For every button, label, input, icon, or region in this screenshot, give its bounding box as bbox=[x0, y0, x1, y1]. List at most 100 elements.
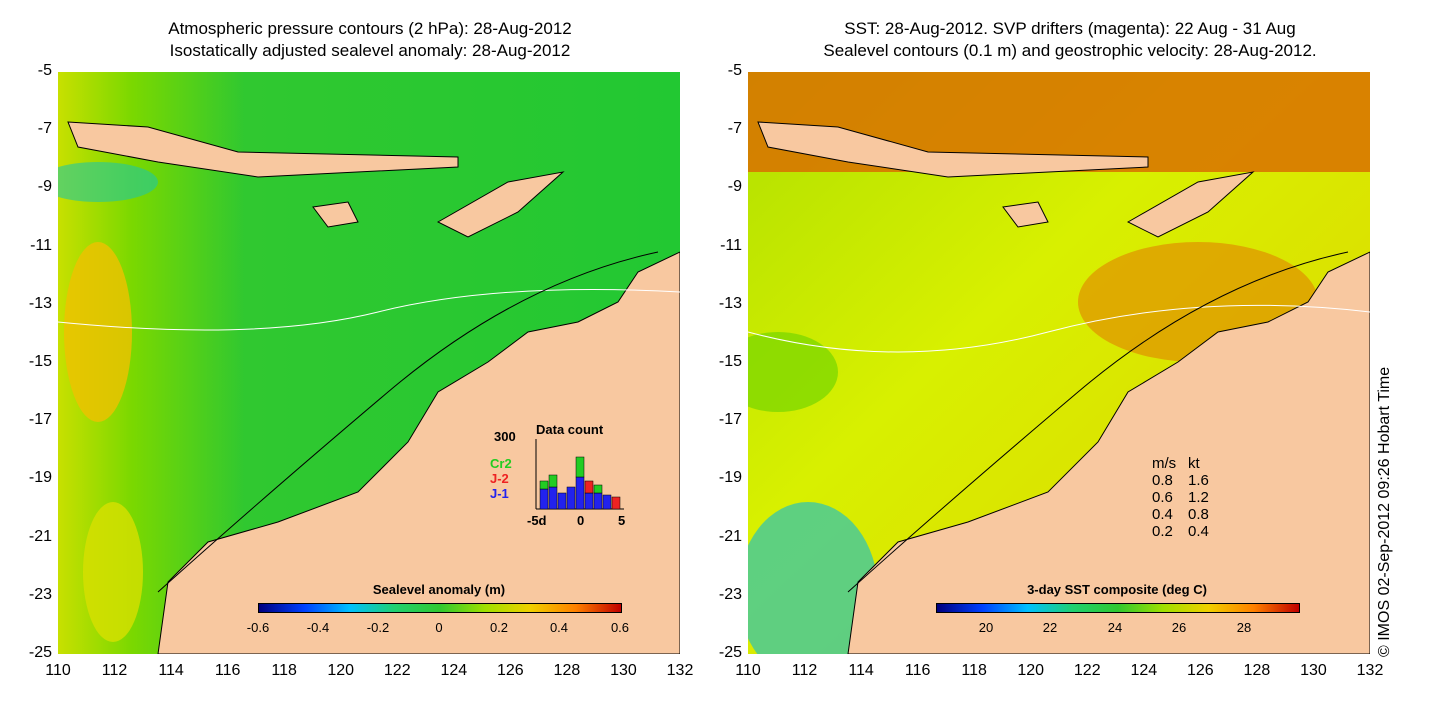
right-contour-2 bbox=[847, 251, 1349, 593]
left-cb-tick: -0.6 bbox=[246, 620, 270, 635]
right-xtick: 128 bbox=[1243, 662, 1271, 679]
left-contour bbox=[58, 289, 680, 331]
speed-legend-ms: 0.4 bbox=[1152, 506, 1173, 523]
right-xtick: 130 bbox=[1300, 662, 1327, 679]
left-contour-2 bbox=[157, 251, 659, 593]
left-title-line1: Atmospheric pressure contours (2 hPa): 2… bbox=[168, 19, 572, 38]
left-ytick: -5 bbox=[37, 62, 52, 79]
left-xtick: 124 bbox=[440, 662, 468, 679]
left-title-line2: Isostatically adjusted sealevel anomaly:… bbox=[169, 41, 571, 60]
right-colorbar bbox=[936, 603, 1300, 613]
inset-ymax: 300 bbox=[494, 429, 516, 444]
right-xtick: 118 bbox=[961, 662, 987, 679]
right-contour bbox=[748, 304, 1370, 353]
right-ytick: -11 bbox=[720, 236, 742, 254]
left-xtick: 112 bbox=[101, 662, 128, 679]
inset-xtick: 0 bbox=[577, 513, 585, 528]
right-xtick: 120 bbox=[1017, 662, 1045, 679]
speed-legend-kt: 0.4 bbox=[1188, 523, 1209, 540]
legend-j1: J-1 bbox=[490, 486, 509, 501]
speed-legend-kt: 1.2 bbox=[1188, 489, 1209, 506]
right-land-australia bbox=[847, 251, 1370, 654]
right-cb-tick: 26 bbox=[1171, 620, 1187, 635]
right-title-line1: SST: 28-Aug-2012. SVP drifters (magenta)… bbox=[844, 19, 1296, 38]
legend-cr2: Cr2 bbox=[490, 456, 512, 471]
left-xtick: 118 bbox=[271, 662, 297, 679]
speed-legend-header-kt: kt bbox=[1188, 455, 1200, 472]
left-cb-tick: -0.4 bbox=[306, 620, 330, 635]
left-ytick: -21 bbox=[28, 527, 52, 545]
left-xtick: 132 bbox=[666, 662, 694, 679]
right-ytick: -19 bbox=[718, 469, 742, 487]
right-ytick: -25 bbox=[718, 644, 742, 661]
left-cb-tick: 0.2 bbox=[489, 620, 509, 635]
right-land-sumba bbox=[1002, 201, 1049, 228]
left-map bbox=[58, 72, 680, 654]
legend-j2: J-2 bbox=[490, 471, 509, 486]
inset-xtick: -5d bbox=[527, 513, 547, 528]
right-ytick: -13 bbox=[718, 294, 742, 312]
right-ytick: -9 bbox=[727, 178, 742, 196]
right-xtick: 110 bbox=[735, 662, 761, 679]
right-ytick: -17 bbox=[718, 411, 742, 429]
left-xtick: 110 bbox=[45, 662, 71, 679]
speed-legend-header-ms: m/s bbox=[1152, 455, 1177, 472]
left-xtick: 120 bbox=[327, 662, 355, 679]
speed-legend-kt: 0.8 bbox=[1188, 506, 1209, 523]
left-land-sumba bbox=[312, 201, 359, 228]
left-cb-tick: -0.2 bbox=[366, 620, 390, 635]
right-cb-tick: 28 bbox=[1236, 620, 1252, 635]
right-land-timor bbox=[1126, 171, 1255, 238]
left-ytick: -13 bbox=[28, 294, 52, 312]
left-ytick: -25 bbox=[28, 644, 52, 661]
left-ytick: -19 bbox=[28, 469, 52, 487]
left-land-timor bbox=[436, 171, 565, 238]
left-xtick: 114 bbox=[158, 662, 184, 679]
left-ytick: -17 bbox=[28, 411, 52, 429]
left-xtick: 130 bbox=[610, 662, 637, 679]
left-xtick: 126 bbox=[497, 662, 524, 679]
speed-legend-ms: 0.6 bbox=[1152, 489, 1173, 506]
right-land-flores bbox=[757, 121, 1149, 178]
right-colorbar-label: 3-day SST composite (deg C) bbox=[1027, 582, 1207, 597]
left-xtick: 116 bbox=[214, 662, 241, 679]
left-land-flores bbox=[67, 121, 459, 178]
right-ytick: -15 bbox=[718, 353, 742, 370]
left-warm-anomaly bbox=[64, 242, 132, 422]
left-colorbar bbox=[258, 603, 622, 613]
inset-histogram bbox=[535, 439, 624, 510]
speed-legend-ms: 0.2 bbox=[1152, 523, 1173, 540]
right-xtick: 124 bbox=[1130, 662, 1158, 679]
left-ytick: -9 bbox=[37, 178, 52, 196]
left-ytick: -11 bbox=[30, 236, 52, 254]
right-xtick: 116 bbox=[904, 662, 931, 679]
right-ytick: -23 bbox=[718, 585, 742, 603]
inset-xtick: 5 bbox=[618, 513, 626, 528]
right-xtick: 126 bbox=[1187, 662, 1214, 679]
left-cb-tick: 0.6 bbox=[610, 620, 630, 635]
right-ytick: -7 bbox=[727, 120, 742, 138]
right-title-line2: Sealevel contours (0.1 m) and geostrophi… bbox=[823, 41, 1317, 60]
right-xtick: 132 bbox=[1356, 662, 1384, 679]
left-ytick: -23 bbox=[28, 585, 52, 603]
left-warm-anomaly-2 bbox=[83, 502, 143, 642]
right-cb-tick: 20 bbox=[978, 620, 994, 635]
speed-legend-kt: 1.6 bbox=[1188, 472, 1209, 489]
left-land-australia bbox=[157, 251, 680, 654]
right-xtick: 112 bbox=[791, 662, 818, 679]
left-ytick: -7 bbox=[37, 120, 52, 138]
left-colorbar-label: Sealevel anomaly (m) bbox=[372, 582, 506, 597]
speed-legend-ms: 0.8 bbox=[1152, 472, 1173, 489]
left-cb-tick: 0 bbox=[435, 620, 443, 635]
left-cool-anomaly bbox=[58, 162, 158, 202]
right-ytick: -21 bbox=[718, 527, 742, 545]
copyright: © IMOS 02-Sep-2012 09:26 Hobart Time bbox=[1376, 366, 1393, 657]
left-cb-tick: 0.4 bbox=[549, 620, 569, 635]
left-xtick: 128 bbox=[553, 662, 581, 679]
right-xtick: 122 bbox=[1073, 662, 1101, 679]
left-ytick: -15 bbox=[28, 353, 52, 370]
right-xtick: 114 bbox=[848, 662, 874, 679]
right-cool-patch bbox=[748, 502, 878, 654]
right-cb-tick: 22 bbox=[1042, 620, 1058, 635]
right-map bbox=[748, 72, 1370, 654]
